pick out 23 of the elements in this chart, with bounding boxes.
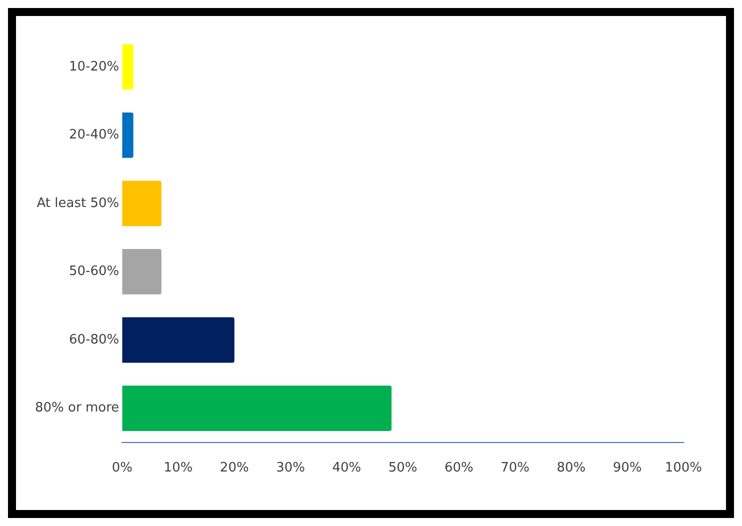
y-tick-label: 60-80% — [68, 332, 120, 348]
bar — [122, 249, 162, 294]
x-tick-label: 80% — [556, 460, 586, 476]
x-tick-label: 100% — [664, 460, 702, 476]
bar — [122, 44, 134, 90]
bar — [122, 317, 234, 363]
x-tick-label: 70% — [500, 460, 530, 476]
x-tick-label: 0% — [112, 460, 132, 476]
x-tick-label: 30% — [276, 460, 305, 476]
x-tick-label: 40% — [332, 460, 362, 476]
bar — [122, 180, 162, 226]
x-tick-label: 20% — [220, 460, 249, 476]
x-tick-label: 90% — [612, 460, 642, 476]
x-tick-label: 60% — [444, 460, 474, 476]
y-tick-label: 20-40% — [68, 128, 120, 143]
x-tick-label: 10% — [164, 460, 193, 476]
y-tick-label: 50-60% — [68, 264, 120, 280]
y-tick-label: 10-20% — [68, 59, 120, 74]
bar — [122, 386, 392, 431]
y-tick-label: At least 50% — [36, 196, 120, 211]
y-tick-label: 80% or more — [34, 400, 120, 416]
bar — [122, 112, 134, 158]
x-tick-label: 50% — [388, 460, 418, 476]
